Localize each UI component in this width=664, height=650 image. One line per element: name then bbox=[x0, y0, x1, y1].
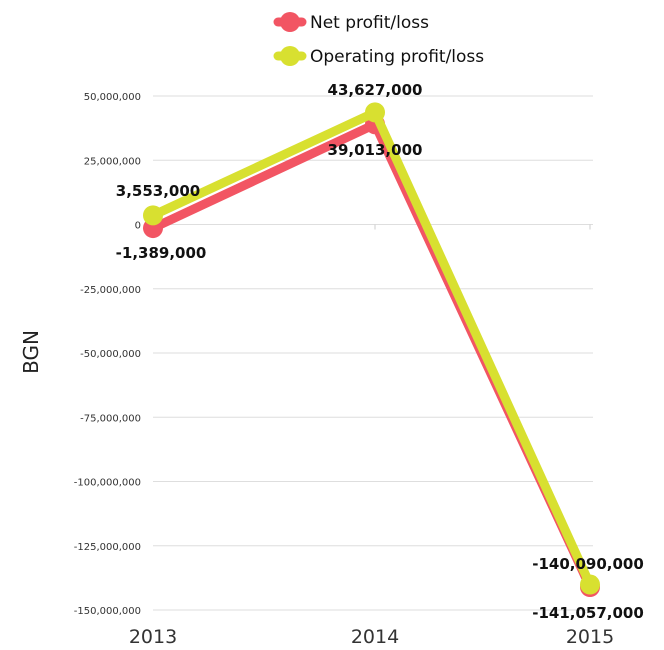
y-tick-label: -125,000,000 bbox=[74, 542, 141, 553]
y-axis-ticks: 50,000,000 25,000,000 0 -25,000,000 -50,000,… bbox=[74, 92, 141, 617]
y-tick-label: 25,000,000 bbox=[84, 156, 141, 167]
data-point[interactable] bbox=[143, 205, 163, 226]
legend[interactable]: Net profit/loss Operating profit/loss bbox=[273, 12, 484, 67]
data-labels: -1,389,000 39,013,000 -141,057,000 3,553,00… bbox=[116, 81, 644, 622]
series-operating-profit-loss bbox=[143, 102, 600, 595]
x-tick-label: 2014 bbox=[351, 626, 399, 648]
y-tick-label: -50,000,000 bbox=[80, 349, 141, 360]
y-tick-label: 50,000,000 bbox=[84, 92, 141, 103]
y-tick-label: -25,000,000 bbox=[80, 285, 141, 296]
series-lines bbox=[143, 102, 600, 598]
y-tick-label: 0 bbox=[135, 221, 141, 232]
x-tick-label: 2015 bbox=[566, 626, 614, 648]
data-label: -140,090,000 bbox=[532, 555, 644, 573]
legend-item-net-profit-loss[interactable]: Net profit/loss bbox=[273, 12, 429, 33]
y-tick-label: -75,000,000 bbox=[80, 413, 141, 424]
data-point[interactable] bbox=[365, 102, 385, 123]
data-label: 3,553,000 bbox=[116, 182, 200, 200]
data-label: -141,057,000 bbox=[532, 604, 644, 622]
x-axis-ticks: 2013 2014 2015 bbox=[129, 626, 614, 648]
data-label: -1,389,000 bbox=[116, 244, 207, 262]
series-line bbox=[148, 107, 595, 590]
series-line bbox=[148, 119, 595, 592]
legend-item-operating-profit-loss[interactable]: Operating profit/loss bbox=[273, 46, 484, 67]
gridlines bbox=[153, 95, 593, 611]
y-tick-label: -100,000,000 bbox=[74, 478, 141, 489]
legend-label: Operating profit/loss bbox=[310, 47, 484, 67]
y-tick-label: -150,000,000 bbox=[74, 606, 141, 617]
data-label: 39,013,000 bbox=[328, 141, 423, 159]
data-label: 43,627,000 bbox=[328, 81, 423, 99]
y-axis-title: BGN bbox=[19, 330, 43, 374]
legend-swatch-marker bbox=[280, 46, 300, 66]
data-point[interactable] bbox=[580, 574, 600, 595]
legend-label: Net profit/loss bbox=[310, 13, 429, 33]
x-tick-label: 2013 bbox=[129, 626, 177, 648]
legend-swatch-marker bbox=[280, 12, 300, 32]
